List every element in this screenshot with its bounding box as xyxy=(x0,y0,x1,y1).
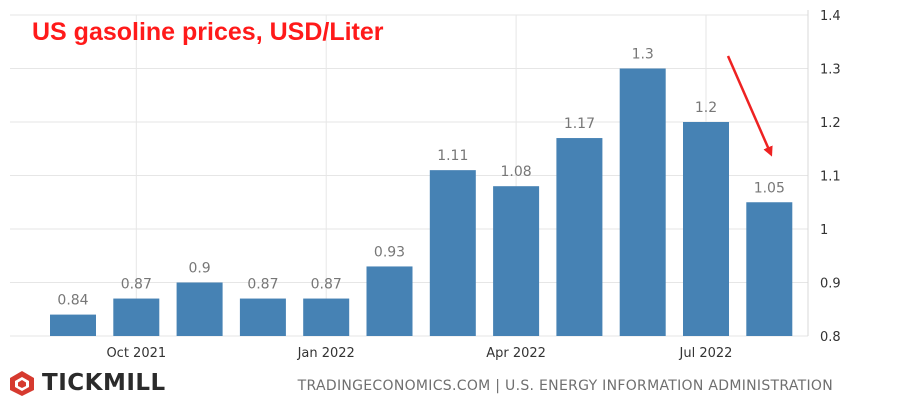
y-tick-label: 1.2 xyxy=(820,116,841,131)
x-axis: Oct 2021 Jan 2022 Apr 2022 Jul 2022 xyxy=(106,346,732,361)
y-tick-label: 1.4 xyxy=(820,9,841,24)
data-label: 1.3 xyxy=(632,47,654,63)
bar-apr-2022 xyxy=(493,186,540,336)
bar-aug-2022 xyxy=(746,202,793,336)
brand: TICKMILL xyxy=(8,370,166,396)
data-label: 0.87 xyxy=(121,277,152,293)
y-tick-label: 1.1 xyxy=(820,170,841,185)
y-tick-label: 1 xyxy=(820,223,828,238)
bar-oct-2021 xyxy=(113,298,160,336)
bar-nov-2021 xyxy=(176,282,223,336)
data-label: 1.17 xyxy=(564,116,595,132)
x-tick-label: Apr 2022 xyxy=(486,346,546,361)
bar-jan-2022 xyxy=(303,298,350,336)
data-label: 1.11 xyxy=(437,148,468,164)
brand-name: TICKMILL xyxy=(42,370,166,396)
y-tick-label: 0.9 xyxy=(820,277,841,292)
x-tick-label: Jul 2022 xyxy=(679,346,733,361)
data-label: 1.08 xyxy=(501,164,532,180)
annotation-arrow xyxy=(726,55,773,157)
data-label: 0.9 xyxy=(188,261,210,277)
x-tick-label: Jan 2022 xyxy=(297,346,355,361)
data-labels-layer: 0.84 0.87 0.9 0.87 0.87 0.93 1.11 1.08 1.17 1.3 1.… xyxy=(57,47,784,309)
bar-dec-2021 xyxy=(239,298,286,336)
bar-mar-2022 xyxy=(429,170,476,336)
bar-may-2022 xyxy=(556,138,603,336)
chart-title: US gasoline prices, USD/Liter xyxy=(32,18,384,46)
bars-layer xyxy=(50,68,793,336)
data-label: 1.2 xyxy=(695,100,717,116)
bar-sep-2021 xyxy=(50,314,96,336)
bar-jul-2022 xyxy=(683,122,729,336)
y-tick-label: 0.8 xyxy=(820,330,841,345)
x-tick-label: Oct 2021 xyxy=(106,346,166,361)
data-label: 0.93 xyxy=(374,244,405,260)
y-axis: 0.8 0.9 1 1.1 1.2 1.3 1.4 xyxy=(807,9,841,345)
bar-jun-2022 xyxy=(619,68,666,336)
data-label: 1.05 xyxy=(754,180,785,196)
data-label: 0.84 xyxy=(57,293,88,309)
data-label: 0.87 xyxy=(247,277,278,293)
tickmill-logo-icon xyxy=(10,371,34,396)
data-label: 0.87 xyxy=(311,277,342,293)
bar-feb-2022 xyxy=(366,266,413,336)
y-tick-label: 1.3 xyxy=(820,63,841,78)
source-credit: TRADINGECONOMICS.COM | U.S. ENERGY INFOR… xyxy=(297,378,833,394)
grid-layer xyxy=(10,14,808,337)
